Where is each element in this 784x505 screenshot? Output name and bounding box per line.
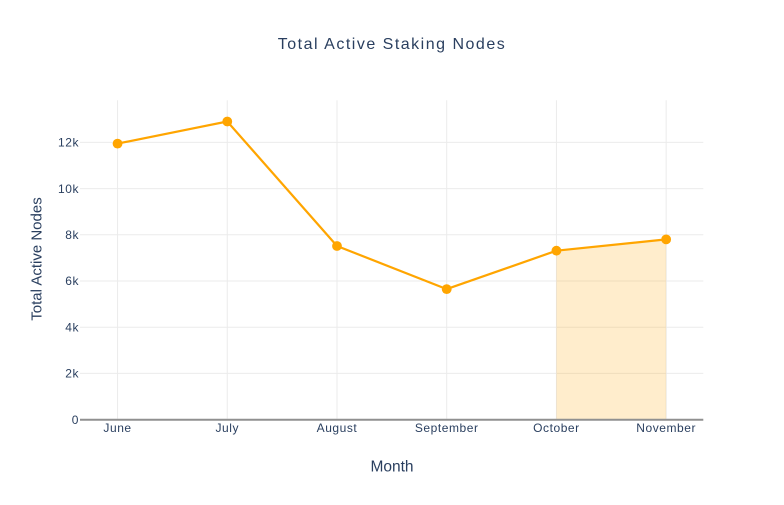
svg-text:6k: 6k: [65, 274, 79, 288]
svg-text:October: October: [533, 421, 580, 435]
svg-text:Total Active Staking Nodes: Total Active Staking Nodes: [278, 36, 506, 53]
svg-text:12k: 12k: [58, 136, 79, 150]
svg-text:June: June: [103, 421, 131, 435]
svg-text:8k: 8k: [65, 228, 79, 242]
svg-text:Total Active Nodes: Total Active Nodes: [29, 197, 46, 320]
svg-text:Month: Month: [370, 459, 413, 476]
svg-text:August: August: [317, 421, 358, 435]
svg-text:September: September: [415, 421, 479, 435]
svg-text:4k: 4k: [65, 320, 79, 334]
svg-text:July: July: [215, 421, 239, 435]
svg-text:November: November: [636, 421, 696, 435]
svg-text:0: 0: [72, 413, 79, 427]
svg-text:10k: 10k: [58, 182, 79, 196]
svg-text:2k: 2k: [65, 367, 79, 381]
